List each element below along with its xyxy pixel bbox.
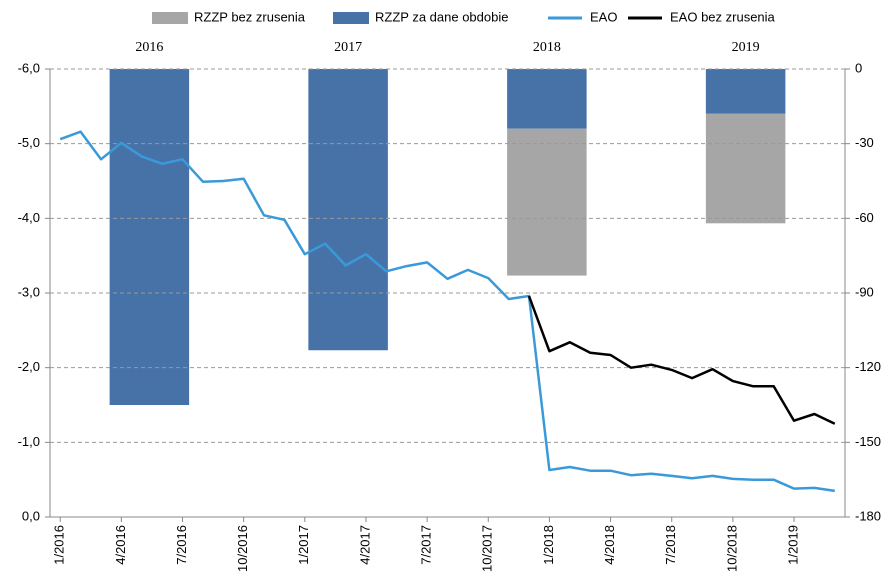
line-series: [527, 295, 836, 425]
legend-swatch: [333, 12, 369, 24]
x-tick-label: 7/2016: [174, 525, 189, 565]
y2-tick-label: -60: [855, 210, 874, 225]
bar: [308, 69, 388, 351]
legend-label: EAO: [590, 9, 617, 24]
x-tick-label: 4/2017: [357, 525, 372, 565]
line-series: [59, 130, 835, 493]
y-tick-label: -2,0: [18, 359, 40, 374]
x-tick-label: 10/2018: [724, 525, 739, 572]
bar: [705, 113, 786, 224]
legend-swatch: [152, 12, 188, 24]
bar: [507, 128, 587, 276]
x-tick-label: 7/2017: [419, 525, 434, 565]
bar: [705, 69, 786, 114]
y-tick-label: -3,0: [18, 284, 40, 299]
y2-tick-label: -30: [855, 135, 874, 150]
legend-label: RZZP za dane obdobie: [375, 9, 508, 24]
y2-tick-label: 0: [855, 60, 862, 75]
x-tick-label: 7/2018: [663, 525, 678, 565]
y-tick-label: 0,0: [22, 508, 40, 523]
x-tick-label: 10/2017: [480, 525, 495, 572]
x-tick-label: 1/2016: [52, 525, 67, 565]
y-tick-label: -5,0: [18, 135, 40, 150]
bar: [507, 69, 587, 129]
y-tick-label: -6,0: [18, 60, 40, 75]
y-tick-label: -4,0: [18, 210, 40, 225]
year-label: 2017: [334, 40, 362, 55]
legend-label: RZZP bez zrusenia: [194, 9, 306, 24]
x-tick-label: 4/2018: [602, 525, 617, 565]
x-tick-label: 10/2016: [235, 525, 250, 572]
year-label: 2016: [135, 40, 163, 55]
year-label: 2018: [533, 40, 561, 55]
y-tick-label: -1,0: [18, 434, 40, 449]
x-tick-label: 1/2019: [785, 525, 800, 565]
y2-tick-label: -180: [855, 508, 881, 523]
legend-label: EAO bez zrusenia: [670, 9, 776, 24]
y2-tick-label: -90: [855, 284, 874, 299]
x-tick-label: 1/2017: [296, 525, 311, 565]
bar: [109, 69, 190, 405]
x-tick-label: 1/2018: [541, 525, 556, 565]
year-label: 2019: [732, 40, 760, 55]
y2-tick-label: -150: [855, 434, 881, 449]
y2-tick-label: -120: [855, 359, 881, 374]
x-tick-label: 4/2016: [113, 525, 128, 565]
